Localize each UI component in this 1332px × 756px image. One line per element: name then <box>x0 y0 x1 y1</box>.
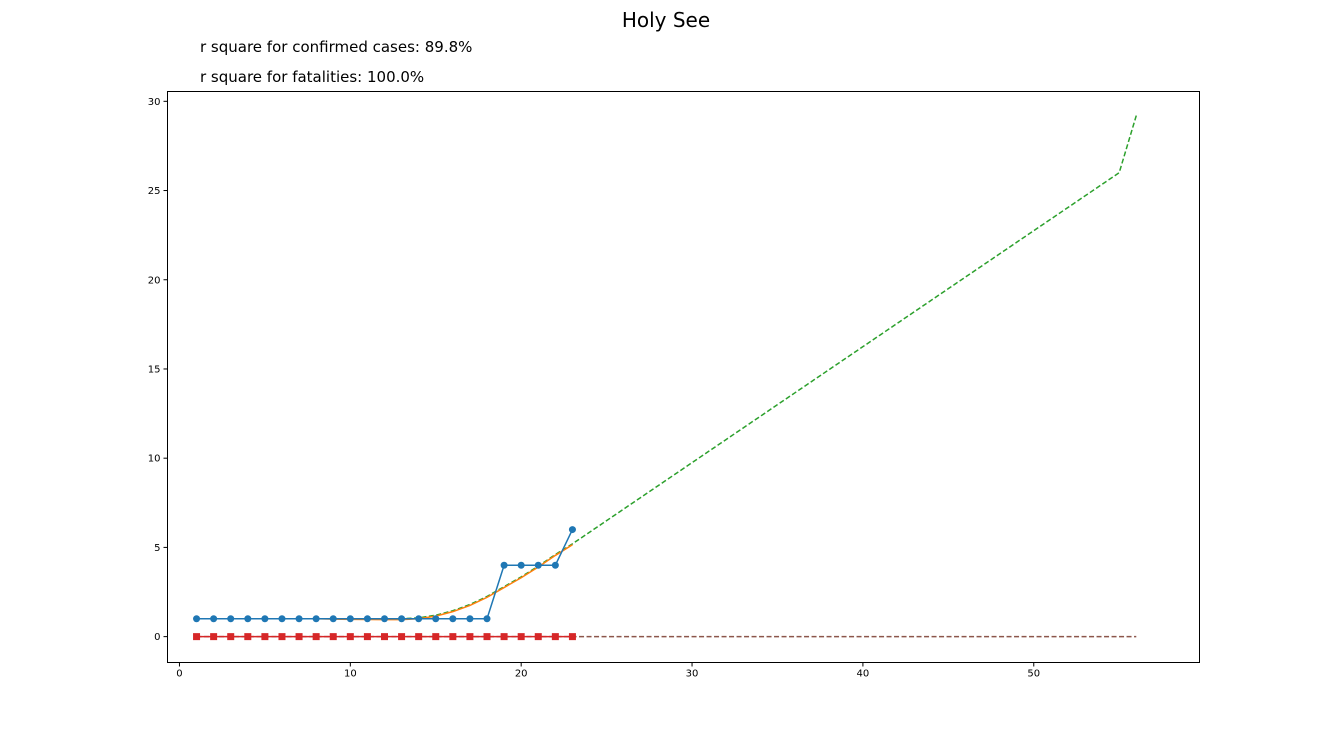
fatalities-point <box>449 633 457 641</box>
x-tick-label: 30 <box>686 669 699 680</box>
fatalities-point <box>398 633 406 641</box>
fatalities-point <box>500 633 508 641</box>
confirmed-cases-point <box>295 615 303 623</box>
x-tick-label: 20 <box>515 669 528 680</box>
y-tick-label: 30 <box>148 97 161 108</box>
fatalities-point <box>432 633 440 641</box>
x-tick-label: 50 <box>1027 669 1040 680</box>
fatalities-point <box>346 633 354 641</box>
confirmed-cases-point <box>329 615 337 623</box>
fatalities-point <box>534 633 542 641</box>
confirmed-cases-point <box>568 526 576 534</box>
fatalities-point <box>568 633 576 641</box>
confirmed-cases-point <box>483 615 491 623</box>
confirmed-cases-point <box>193 615 201 623</box>
confirmed-cases-point <box>517 561 525 569</box>
fatalities-point <box>295 633 303 641</box>
confirmed-cases-point <box>449 615 457 623</box>
fatalities-point <box>329 633 337 641</box>
confirmed-cases-point <box>534 561 542 569</box>
confirmed-cases-point <box>244 615 252 623</box>
fatalities-point <box>483 633 491 641</box>
fatalities-point <box>193 633 201 641</box>
confirmed-cases-point <box>312 615 320 623</box>
confirmed-cases-point <box>227 615 235 623</box>
confirmed-cases-point <box>261 615 269 623</box>
fatalities-point <box>210 633 218 641</box>
confirmed-cases-line <box>196 529 574 620</box>
fatalities-point <box>312 633 320 641</box>
series-confirmed-cases <box>193 526 576 623</box>
fatalities-point <box>227 633 235 641</box>
series-fit-projection-cases <box>196 115 1137 620</box>
y-tick-label: 25 <box>148 186 161 197</box>
fatalities-point <box>261 633 269 641</box>
fatalities-point <box>466 633 474 641</box>
fit-cases-line <box>196 544 573 621</box>
y-axis: 0 5 10 15 20 25 30 <box>148 97 168 643</box>
fatalities-point <box>363 633 371 641</box>
y-tick-label: 20 <box>148 275 161 286</box>
r-square-cases-annotation: r square for confirmed cases: 89.8% <box>200 38 473 56</box>
fatalities-point <box>517 633 525 641</box>
confirmed-cases-point <box>500 561 508 569</box>
confirmed-cases-point <box>415 615 423 623</box>
confirmed-cases-point <box>278 615 286 623</box>
confirmed-cases-point <box>210 615 218 623</box>
fatalities-point <box>380 633 388 641</box>
x-tick-label: 10 <box>344 669 357 680</box>
confirmed-cases-point <box>466 615 474 623</box>
chart-title: Holy See <box>621 8 711 32</box>
fatalities-point <box>415 633 423 641</box>
confirmed-cases-point <box>432 615 440 623</box>
confirmed-cases-point <box>346 615 354 623</box>
fatalities-point <box>278 633 286 641</box>
fatalities-point <box>551 633 559 641</box>
x-tick-label: 0 <box>176 669 182 680</box>
confirmed-cases-point <box>363 615 371 623</box>
series-fatalities <box>193 633 576 641</box>
x-tick-label: 40 <box>857 669 870 680</box>
confirmed-cases-point <box>398 615 406 623</box>
y-tick-label: 15 <box>148 364 161 375</box>
fit-projection-cases-line <box>196 115 1137 620</box>
plot-area <box>193 115 1137 641</box>
plot-frame <box>167 91 1200 663</box>
y-tick-label: 5 <box>154 543 160 554</box>
y-tick-label: 10 <box>148 454 161 465</box>
confirmed-cases-point <box>551 561 559 569</box>
y-tick-label: 0 <box>154 632 160 643</box>
series-fit-cases <box>196 544 573 621</box>
r-square-fatalities-annotation: r square for fatalities: 100.0% <box>200 68 425 86</box>
confirmed-cases-point <box>380 615 388 623</box>
x-axis: 0 10 20 30 40 50 <box>176 662 1040 680</box>
fatalities-point <box>244 633 252 641</box>
